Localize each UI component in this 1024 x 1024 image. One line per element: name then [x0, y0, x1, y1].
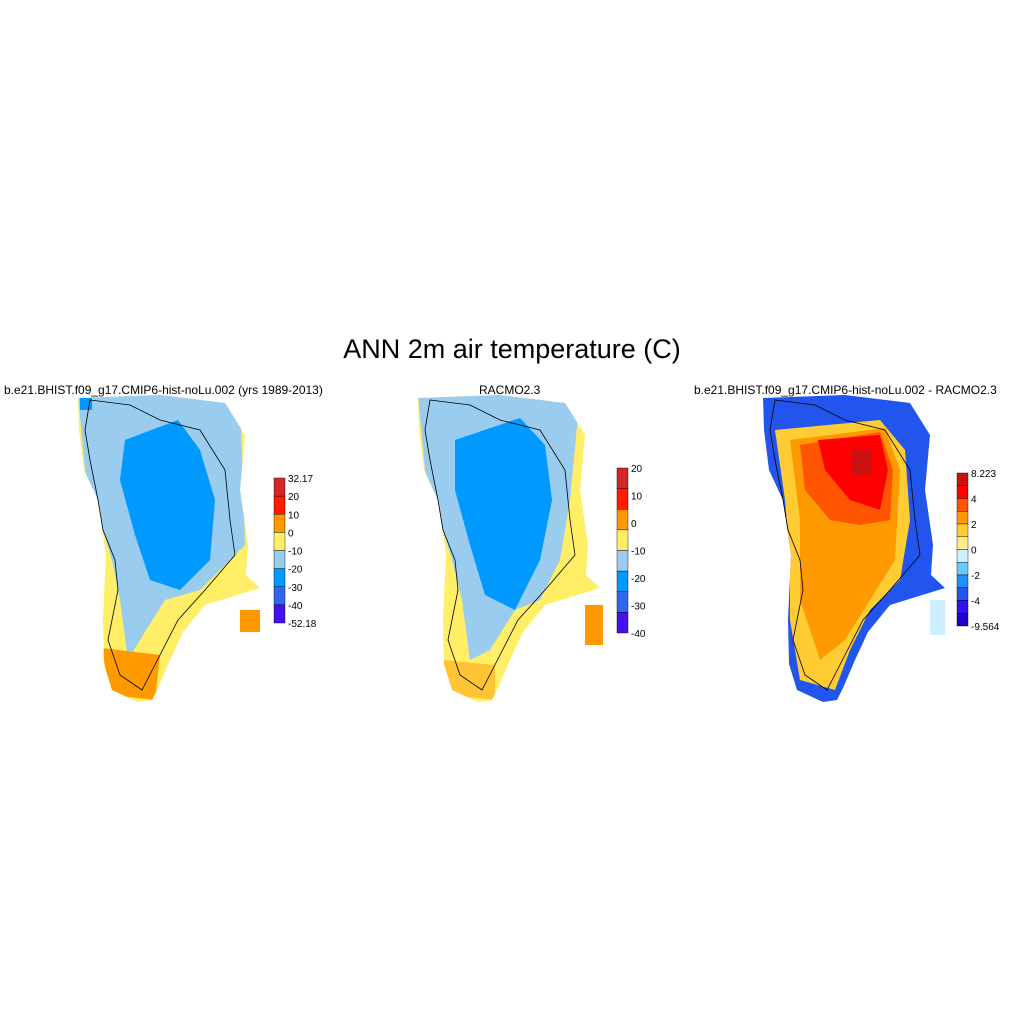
colorbar-tick-label: 0 [288, 528, 294, 539]
colorbar-segment [616, 467, 629, 489]
colorbar-segment [956, 472, 969, 486]
colorbar-tick-label: 20 [631, 464, 643, 475]
colorbar-segment [273, 514, 286, 533]
figure-title: ANN 2m air temperature (C) [343, 334, 681, 364]
colorbar-tick-label: -40 [631, 629, 646, 640]
colorbar-segment [616, 612, 629, 634]
colorbar-segment [273, 532, 286, 551]
colorbar-segment [956, 485, 969, 499]
colorbar-segment [273, 568, 286, 587]
colorbar-tick-label: -40 [288, 601, 303, 612]
colorbar-segment [956, 587, 969, 601]
colorbar-tick-label: 0 [631, 519, 637, 530]
colorbar-tick-label: -20 [631, 574, 646, 585]
colorbar-segment [956, 511, 969, 525]
colorbar-tick-label: -2 [971, 571, 980, 582]
colorbar-segment [956, 498, 969, 512]
map-difference [763, 395, 945, 702]
colorbar-segment [616, 570, 629, 592]
map-racmo [418, 395, 603, 702]
colorbar: 32.17 20 10 0 -10 -20 -30 -40 -52.18 [273, 474, 317, 630]
colorbar-segment [273, 477, 286, 497]
colorbar-tick-label: -30 [288, 583, 303, 594]
colorbar-tick-label: 2 [971, 520, 977, 531]
colorbar-tick-label: 32.17 [288, 474, 313, 485]
colorbar-segment [616, 591, 629, 613]
colorbar-segment [616, 529, 629, 551]
colorbar-tick-label: -20 [288, 565, 303, 576]
colorbar-segment [956, 600, 969, 614]
colorbar-tick-label: 10 [631, 492, 643, 503]
colorbar: 8.223 4 2 0 -2 -4 -9.564 [956, 469, 1000, 633]
colorbar-tick-label: -10 [631, 547, 646, 558]
colorbar-tick-label: -9.564 [971, 622, 1000, 633]
panel-title-difference: b.e21.BHIST.f09_g17.CMIP6-hist-noLu.002 … [694, 383, 997, 397]
colorbar: 20 10 0 -10 -20 -30 -40 [616, 464, 646, 640]
colorbar-segment [956, 613, 969, 627]
colorbar-tick-label: -10 [288, 547, 303, 558]
colorbar-tick-label: 4 [971, 495, 977, 506]
panel-title-model: b.e21.BHIST.f09_g17.CMIP6-hist-noLu.002 … [4, 383, 323, 397]
colorbar-tick-label: 0 [971, 546, 977, 557]
colorbar-tick-label: -52.18 [288, 619, 317, 630]
colorbar-tick-label: -30 [631, 602, 646, 613]
colorbar-tick-label: 10 [288, 510, 300, 521]
colorbar-segment [616, 550, 629, 572]
colorbar-segment [273, 550, 286, 569]
panel-title-racmo: RACMO2.3 [479, 383, 541, 397]
colorbar-tick-label: -4 [971, 597, 980, 608]
colorbar-segment [956, 549, 969, 563]
map-model [78, 395, 260, 702]
colorbar-segment [956, 523, 969, 537]
colorbar-segment [273, 586, 286, 606]
colorbar-segment [273, 495, 286, 515]
colorbar-segment [616, 488, 629, 510]
colorbar-segment [273, 604, 286, 624]
colorbar-segment [616, 509, 629, 531]
colorbar-segment [956, 574, 969, 588]
colorbar-segment [956, 562, 969, 576]
colorbar-tick-label: 20 [288, 492, 300, 503]
colorbar-tick-label: 8.223 [971, 469, 996, 480]
colorbar-segment [956, 536, 969, 550]
